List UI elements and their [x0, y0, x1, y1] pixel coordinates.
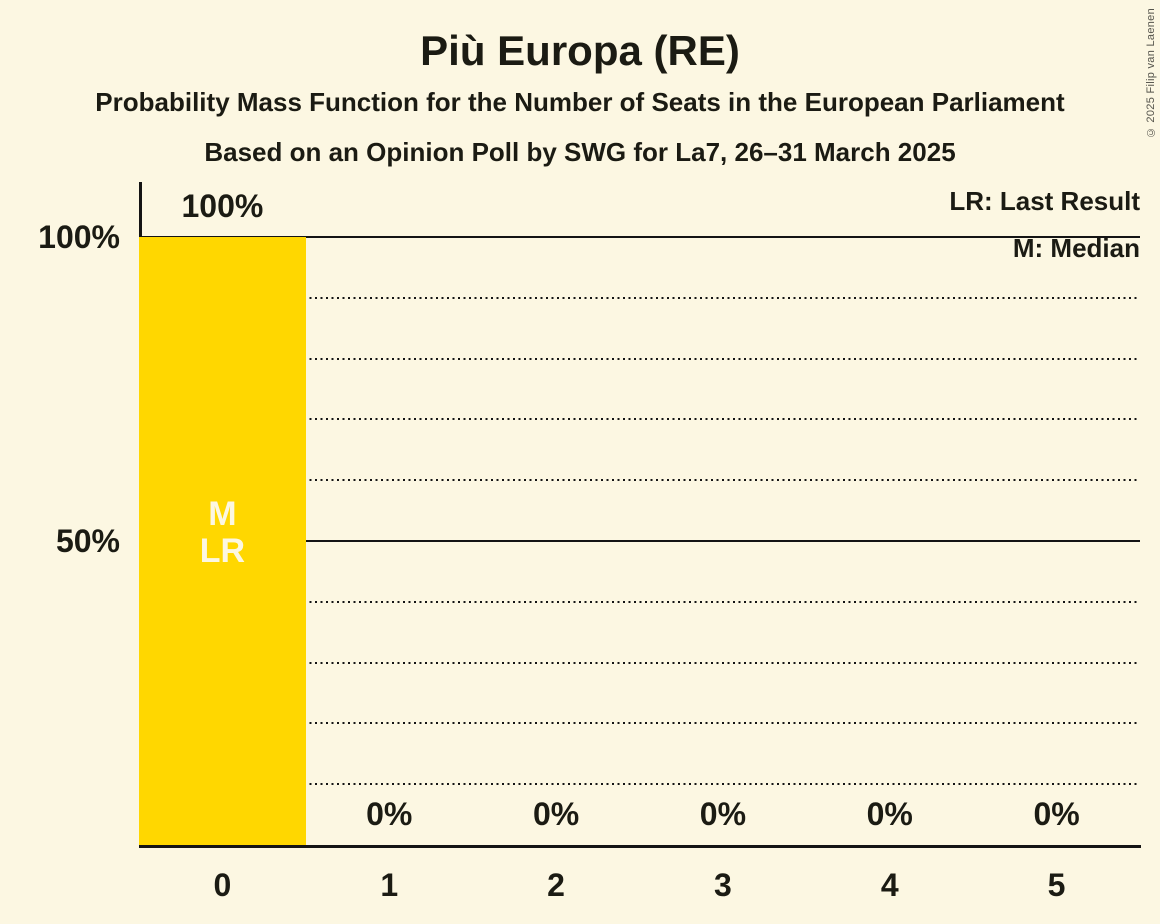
gridline-20pct: [139, 722, 1140, 725]
value-label-seats-4: 0%: [866, 796, 913, 832]
x-axis-labels: 0 1 2 3 4 5: [139, 866, 1140, 906]
y-tick-label-100: 100%: [38, 219, 120, 255]
gridline-90pct: [139, 296, 1140, 299]
plot-area: 100% 0% 0% 0% 0% 0% M LR: [139, 188, 1140, 845]
x-axis-label-5: 5: [1047, 867, 1066, 903]
value-label-seats-2: 0%: [532, 796, 580, 832]
gridline-50pct: [139, 540, 1140, 542]
legend-last-result: LR: Last Result: [949, 186, 1140, 216]
poll-details: Based on an Opinion Poll by SWG for La7,…: [204, 137, 956, 167]
x-axis-label-4: 4: [880, 867, 899, 903]
x-axis-label-1: 1: [380, 867, 399, 903]
bar-seats-0: [139, 237, 306, 845]
value-label-seats-3: 0%: [699, 796, 747, 832]
value-label-seats-5: 0%: [1033, 796, 1080, 832]
gridline-40pct: [139, 600, 1140, 603]
gridline-10pct: [139, 783, 1140, 786]
gridline-60pct: [139, 479, 1140, 482]
legend-median: M: Median: [1012, 233, 1140, 263]
x-axis-label-2: 2: [547, 867, 565, 903]
y-tick-label-50: 50%: [55, 523, 120, 559]
gridline-30pct: [139, 661, 1140, 664]
gridline-100pct: [139, 236, 1140, 238]
copyright-notice: © 2025 Filip van Laenen: [1145, 8, 1157, 139]
chart-title: Più Europa (RE): [420, 27, 740, 74]
value-label-seats-0: 100%: [181, 188, 264, 224]
median-last-result-annotation: M LR: [199, 495, 246, 570]
value-label-seats-1: 0%: [366, 796, 413, 832]
x-axis-label-3: 3: [714, 867, 732, 903]
x-axis-line: [139, 845, 1141, 848]
gridline-80pct: [139, 357, 1140, 360]
gridline-70pct: [139, 418, 1140, 421]
chart-subtitle: Probability Mass Function for the Number…: [95, 87, 1065, 117]
x-axis-label-0: 0: [213, 867, 232, 903]
